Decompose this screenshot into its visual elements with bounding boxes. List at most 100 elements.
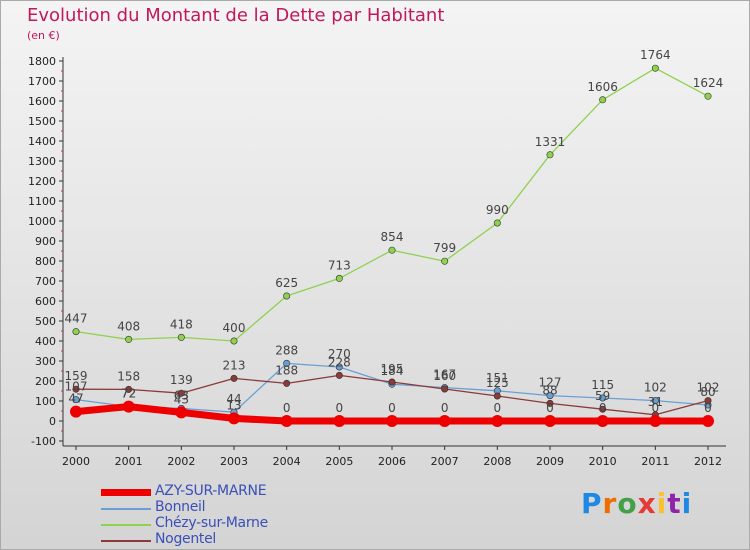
data-point-azy-sur-marne-2008 [491,415,504,427]
data-point-nogentel-2000 [72,385,80,393]
x-tick-label-2000: 2000 [62,455,90,468]
data-point-azy-sur-marne-2005 [333,415,346,427]
data-label-chezy-sur-marne-2001: 408 [117,319,140,333]
data-label-azy-sur-marne-2006: 0 [388,401,396,415]
logo-letter: r [602,487,618,520]
y-tick-label-1300: 1300 [28,155,56,168]
y-tick-label-800: 800 [35,255,56,268]
x-tick-label-2009: 2009 [536,455,564,468]
data-point-azy-sur-marne-2004 [280,415,293,427]
data-label-azy-sur-marne-2003: 13 [226,398,241,412]
legend-swatch-chezy-sur-marne [101,524,151,526]
logo-letter: P [581,487,603,520]
data-label-chezy-sur-marne-2004: 625 [275,276,298,290]
y-tick-label-1500: 1500 [28,115,56,128]
data-point-azy-sur-marne-2011 [649,415,662,427]
proxiti-logo: Proxiti [581,487,692,520]
data-label-nogentel-2005: 228 [328,355,351,369]
y-tick-label-0: 0 [49,415,56,428]
y-tick-label-1600: 1600 [28,95,56,108]
chart-subtitle: (en €) [27,29,60,42]
data-label-bonneil-2001: 72 [121,387,136,401]
legend-label-azy-sur-marne: AZY-SUR-MARNE [155,483,267,499]
data-point-chezy-sur-marne-2004 [283,292,291,300]
data-point-chezy-sur-marne-2009 [546,151,554,159]
data-point-chezy-sur-marne-2006 [388,246,396,254]
data-label-nogentel-2002: 139 [170,373,193,387]
y-tick-label-1700: 1700 [28,75,56,88]
x-tick-label-2006: 2006 [378,455,406,468]
data-label-chezy-sur-marne-2008: 990 [486,203,509,217]
y-tick-label-500: 500 [35,315,56,328]
data-point-chezy-sur-marne-2010 [599,96,607,104]
data-label-bonneil-2003: 44 [226,392,241,406]
data-label-nogentel-2000: 159 [65,369,88,383]
data-label-azy-sur-marne-2007: 0 [441,401,449,415]
data-label-azy-sur-marne-2009: 0 [546,401,554,415]
data-label-nogentel-2008: 125 [486,376,509,390]
data-label-chezy-sur-marne-2007: 799 [433,241,456,255]
data-label-bonneil-2008: 151 [486,371,509,385]
x-tick-label-2008: 2008 [483,455,511,468]
data-label-bonneil-2009: 127 [539,376,562,390]
data-point-nogentel-2012 [704,397,712,405]
legend-swatch-azy-sur-marne [101,489,151,496]
data-label-nogentel-2004: 188 [275,363,298,377]
legend-swatch-bonneil [101,508,151,510]
data-point-chezy-sur-marne-2007 [441,257,449,265]
y-tick-label-600: 600 [35,295,56,308]
data-point-azy-sur-marne-2000 [70,405,82,418]
legend-label-chezy-sur-marne: Chézy-sur-Marne [155,515,268,531]
y-tick-label-1800: 1800 [28,55,56,68]
y-tick-label-900: 900 [35,235,56,248]
data-point-azy-sur-marne-2007 [438,415,451,427]
legend-label-bonneil: Bonneil [155,499,206,515]
y-tick-label-1400: 1400 [28,135,56,148]
x-tick-label-2005: 2005 [325,455,353,468]
data-point-nogentel-2007 [441,385,449,393]
data-label-chezy-sur-marne-2009: 1331 [535,135,566,149]
data-label-azy-sur-marne-2001: 72 [121,387,136,401]
y-tick-label-400: 400 [35,335,56,348]
legend-item-chezy-sur-marne: Chézy-sur-Marne [101,515,321,533]
logo-letter: x [637,487,657,520]
data-point-chezy-sur-marne-2008 [493,219,501,227]
data-point-bonneil-2005 [335,363,343,371]
data-point-chezy-sur-marne-2012 [704,92,712,100]
data-label-chezy-sur-marne-2011: 1764 [640,48,671,62]
data-label-nogentel-2010: 59 [595,389,610,403]
data-label-nogentel-2012: 102 [697,381,720,395]
data-point-nogentel-2009 [546,399,554,407]
logo-letter: t [667,487,682,520]
series-line-chezy-sur-marne [75,67,709,342]
data-label-azy-sur-marne-2008: 0 [494,401,502,415]
logo-letter: i [656,487,668,520]
data-point-nogentel-2010 [599,405,607,413]
y-tick-label-300: 300 [35,355,56,368]
x-tick-label-2007: 2007 [431,455,459,468]
data-point-chezy-sur-marne-2003 [230,337,238,345]
data-label-nogentel-2009: 88 [542,383,557,397]
data-point-chezy-sur-marne-2011 [651,64,659,72]
data-point-nogentel-2002 [177,389,185,397]
data-point-bonneil-2010 [599,394,607,402]
x-tick-label-2010: 2010 [589,455,617,468]
x-tick-label-2004: 2004 [273,455,301,468]
data-point-azy-sur-marne-2010 [596,415,609,427]
data-label-chezy-sur-marne-2010: 1606 [587,80,618,94]
data-point-azy-sur-marne-2003 [228,412,240,425]
data-label-bonneil-2007: 167 [433,368,456,382]
data-label-chezy-sur-marne-2002: 418 [170,317,193,331]
data-point-nogentel-2008 [493,392,501,400]
data-point-nogentel-2001 [125,385,133,393]
data-label-azy-sur-marne-2011: 0 [652,401,660,415]
data-point-azy-sur-marne-2001 [122,400,135,413]
x-tick-label-2003: 2003 [220,455,248,468]
data-label-chezy-sur-marne-2012: 1624 [693,76,724,90]
data-point-bonneil-2011 [651,397,659,405]
legend: AZY-SUR-MARNE Bonneil Chézy-sur-Marne No… [101,483,321,549]
data-label-bonneil-2000: 107 [65,380,88,394]
data-label-azy-sur-marne-2000: 47 [68,392,83,406]
